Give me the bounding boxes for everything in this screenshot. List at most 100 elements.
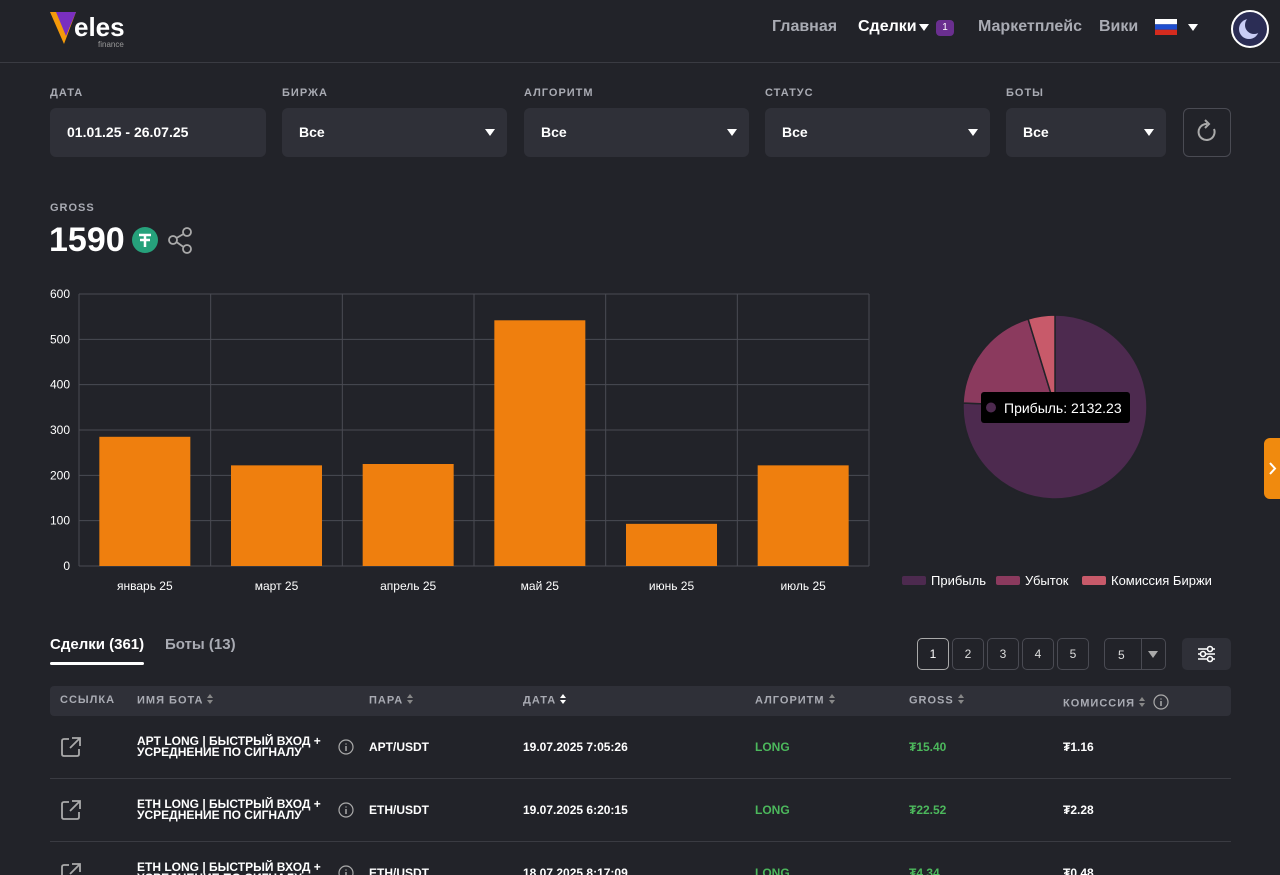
- gross-value: 1590: [49, 221, 125, 259]
- bot-info-icon[interactable]: [338, 865, 354, 875]
- x-tick-label: май 25: [521, 579, 560, 593]
- sort-icon: [1139, 697, 1146, 710]
- row-divider: [50, 778, 1231, 779]
- y-tick-label: 300: [50, 423, 70, 437]
- flag[interactable]: [1155, 19, 1177, 35]
- charts: 0 100 200 300 400 500 600 январь 25 март 25 апрел…: [50, 287, 1212, 593]
- legend-label[interactable]: Прибыль: [931, 573, 986, 588]
- filter-label: ДАТА: [50, 87, 84, 99]
- nav-link[interactable]: Сделки: [858, 18, 917, 35]
- bar: [362, 464, 454, 566]
- bar: [757, 465, 849, 566]
- nav-caret: [919, 24, 929, 31]
- nav-link[interactable]: Вики: [1099, 18, 1139, 35]
- filter-value: Все: [541, 124, 567, 140]
- legend-label[interactable]: Убыток: [1025, 573, 1069, 588]
- page-button[interactable]: 3: [987, 638, 1019, 670]
- sort-icon: [828, 694, 835, 707]
- page-size[interactable]: 5: [1104, 638, 1166, 670]
- table-header: [50, 686, 1231, 716]
- page-size-value: 5: [1118, 648, 1125, 662]
- filter-box[interactable]: Все: [524, 108, 749, 157]
- filter-box[interactable]: Все: [1006, 108, 1166, 157]
- logo-mark: [50, 12, 76, 44]
- cell: ₮0.48: [1063, 866, 1094, 875]
- bot-name[interactable]: ETH LONG | БЫСТРЫЙ ВХОД + УСРЕДНЕНИЕ ПО …: [137, 797, 321, 822]
- legend-label[interactable]: Комиссия Биржи: [1111, 573, 1212, 588]
- filter-label: АЛГОРИТМ: [524, 87, 594, 99]
- row-link[interactable]: [60, 799, 82, 826]
- column-header[interactable]: ДАТА: [523, 694, 567, 707]
- tab[interactable]: Сделки (361): [50, 636, 145, 653]
- y-tick-label: 500: [50, 332, 70, 346]
- tab[interactable]: Боты (13): [165, 636, 236, 653]
- filter-caret: [727, 129, 737, 136]
- column-header-text: GROSS: [909, 694, 954, 707]
- row-link[interactable]: [60, 736, 82, 763]
- bot-info-icon[interactable]: [338, 739, 354, 760]
- filter-value: Все: [782, 124, 808, 140]
- refresh-button[interactable]: [1183, 108, 1231, 157]
- cell: ₮1.16: [1063, 740, 1094, 754]
- column-header-text: ПАРА: [369, 694, 404, 707]
- column-header[interactable]: АЛГОРИТМ: [755, 694, 835, 707]
- x-tick-label: июнь 25: [649, 579, 695, 593]
- page-button[interactable]: 4: [1022, 638, 1054, 670]
- filter-box[interactable]: 01.01.25 - 26.07.25: [50, 108, 266, 157]
- x-tick-label: январь 25: [117, 579, 173, 593]
- tab-underline: [50, 662, 144, 665]
- filter-value: 01.01.25 - 26.07.25: [67, 124, 189, 140]
- bot-name[interactable]: ETH LONG | БЫСТРЫЙ ВХОД + УСРЕДНЕНИЕ ПО …: [137, 860, 321, 875]
- bot-name[interactable]: APT LONG | БЫСТРЫЙ ВХОД + УСРЕДНЕНИЕ ПО …: [137, 734, 321, 759]
- pie-slice[interactable]: [962, 318, 1057, 408]
- sort-icon: [207, 694, 214, 707]
- column-header-text: АЛГОРИТМ: [755, 694, 825, 707]
- pie-slice[interactable]: [1027, 314, 1056, 408]
- filter-label: СТАТУС: [765, 87, 814, 99]
- page-button[interactable]: 1: [917, 638, 949, 670]
- cell: 18.07.2025 8:17:09: [523, 866, 628, 875]
- filter-label: БИРЖА: [282, 87, 328, 99]
- bar: [626, 523, 717, 566]
- lang-caret[interactable]: [1188, 24, 1198, 31]
- cell: ETH/USDT: [369, 803, 429, 817]
- logo-text[interactable]: eles: [74, 12, 125, 42]
- y-tick-label: 600: [50, 287, 70, 301]
- cell: LONG: [755, 866, 790, 875]
- cell: ETH/USDT: [369, 866, 429, 875]
- theme-toggle[interactable]: [1230, 9, 1270, 49]
- nav-link[interactable]: Маркетплейс: [978, 18, 1082, 35]
- filter-box[interactable]: Все: [765, 108, 990, 157]
- filter-label: БОТЫ: [1006, 87, 1044, 99]
- column-header[interactable]: ИМЯ БОТА: [137, 694, 214, 707]
- column-header-text: ССЫЛКА: [60, 694, 116, 706]
- cell: ₮2.28: [1063, 803, 1094, 817]
- column-header[interactable]: КОМИССИЯ: [1063, 694, 1169, 713]
- column-header-text: КОМИССИЯ: [1063, 697, 1136, 710]
- y-tick-label: 0: [63, 559, 70, 573]
- x-tick-label: март 25: [255, 579, 299, 593]
- columns-button[interactable]: [1182, 638, 1231, 670]
- page-button[interactable]: 5: [1057, 638, 1089, 670]
- nav-link[interactable]: Главная: [772, 18, 838, 35]
- bar: [494, 320, 586, 566]
- page-button[interactable]: 2: [952, 638, 984, 670]
- legend-swatch: [902, 576, 926, 585]
- cell: APT/USDT: [369, 740, 429, 754]
- filter-box[interactable]: Все: [282, 108, 507, 157]
- column-header[interactable]: ПАРА: [369, 694, 414, 707]
- nav-badge: 1: [936, 20, 954, 36]
- cell: ₮4.34: [909, 866, 940, 875]
- row-link[interactable]: [60, 862, 82, 875]
- info-icon: [1153, 694, 1169, 713]
- bot-info-icon[interactable]: [338, 802, 354, 823]
- x-tick-label: апрель 25: [380, 579, 436, 593]
- gross-label: GROSS: [50, 202, 95, 214]
- cell: ₮15.40: [909, 740, 947, 754]
- legend-swatch: [1082, 576, 1106, 585]
- side-toggle[interactable]: [1264, 438, 1280, 499]
- column-header[interactable]: GROSS: [909, 694, 964, 707]
- bar: [231, 465, 322, 566]
- y-tick-label: 200: [50, 468, 70, 482]
